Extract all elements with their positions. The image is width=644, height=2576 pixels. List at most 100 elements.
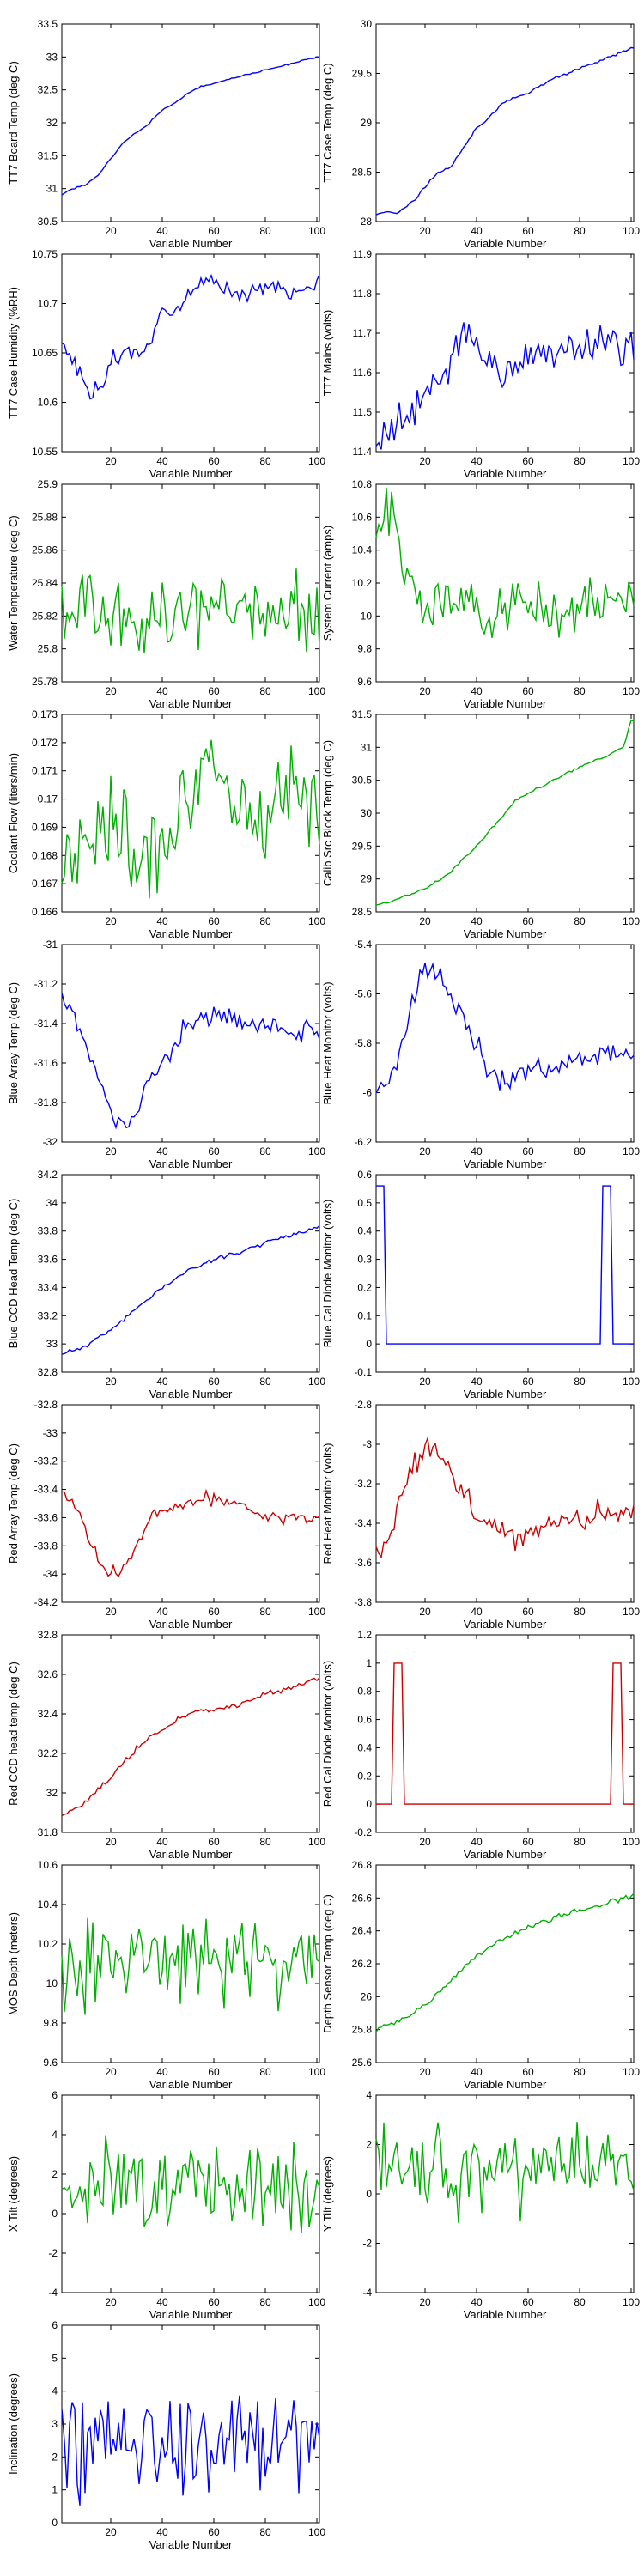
x-tick-label: 60 — [522, 1376, 534, 1388]
x-tick-label: 20 — [105, 1145, 117, 1157]
series-line — [375, 2122, 635, 2223]
chart-red-heat-monitor: -3.8 -3.6 -3.4 -3.2 -3 -2.8 20 40 60 80 100 Variabl… — [321, 1399, 640, 1631]
y-tick-label: 29.5 — [352, 68, 373, 80]
chart-coolant-flow: 0.166 0.167 0.168 0.169 0.17 0.171 0.172 0.173 2… — [7, 708, 325, 940]
y-tick-label: -4 — [362, 2287, 372, 2299]
y-tick-label: 0.167 — [32, 878, 58, 890]
x-axis-label: Variable Number — [149, 1388, 233, 1400]
plot-frame — [61, 1634, 320, 1833]
x-tick-label: 20 — [419, 225, 431, 237]
x-tick-label: 80 — [259, 685, 271, 697]
y-tick-label: 25.8 — [352, 2024, 373, 2036]
y-tick-label: -0.2 — [354, 1826, 372, 1838]
chart-tt7-case-temp: 28 28.5 29 29.5 30 20 40 60 80 100 Variable Number… — [321, 18, 640, 250]
chart-depth-sensor-temp: 25.6 25.8 26 26.2 26.4 26.6 26.8 20 40 60 80 100 Var… — [321, 1859, 640, 2091]
x-tick-label: 20 — [419, 2066, 431, 2078]
x-axis-label: Variable Number — [149, 2538, 233, 2551]
x-tick-label: 20 — [105, 455, 117, 467]
x-axis-label: Variable Number — [464, 2308, 547, 2321]
plot-frame — [61, 714, 320, 913]
x-tick-label: 80 — [259, 1606, 271, 1618]
y-tick-label: 4 — [52, 2129, 58, 2141]
y-tick-label: 25.8 — [38, 643, 58, 655]
y-tick-label: 32.5 — [38, 84, 58, 96]
y-axis-label: TT7 Case Humidity (%RH) — [7, 287, 20, 419]
x-tick-label: 100 — [308, 1836, 325, 1848]
y-tick-label: 33.4 — [38, 1281, 58, 1293]
y-tick-label: 0.1 — [357, 1309, 372, 1321]
x-axis-label: Variable Number — [149, 237, 233, 250]
x-tick-label: 100 — [623, 2296, 640, 2308]
x-tick-label: 20 — [419, 915, 431, 927]
y-tick-label: 0.173 — [32, 708, 58, 720]
y-tick-label: 2 — [52, 2451, 58, 2463]
y-tick-label: 28.5 — [352, 167, 373, 179]
y-tick-label: -4 — [48, 2287, 58, 2299]
x-tick-label: 60 — [522, 1836, 534, 1848]
y-tick-label: 10.6 — [352, 511, 373, 523]
y-tick-label: -6.2 — [354, 1136, 372, 1148]
x-tick-label: 80 — [259, 225, 271, 237]
x-tick-label: 80 — [259, 1836, 271, 1848]
x-tick-label: 40 — [156, 225, 168, 237]
y-tick-label: 29 — [361, 117, 373, 129]
series-line — [376, 1662, 634, 1805]
y-tick-label: 29.5 — [352, 840, 373, 852]
chart-blue-cal-diode-monitor: -0.1 0 0.1 0.2 0.3 0.4 0.5 0.6 20 40 60 80 100 Variab… — [321, 1169, 640, 1400]
y-tick-label: 6 — [52, 2319, 58, 2331]
y-axis-label: Red Cal Diode Monitor (volts) — [321, 1661, 334, 1807]
y-tick-label: 10 — [361, 610, 373, 622]
series-line — [61, 1917, 320, 2015]
plot-frame — [61, 483, 320, 683]
x-tick-label: 80 — [259, 2296, 271, 2308]
y-tick-label: 33.8 — [38, 1225, 58, 1237]
series-line — [375, 719, 635, 906]
y-tick-label: 30.5 — [38, 216, 58, 228]
y-tick-label: -33.6 — [34, 1511, 58, 1523]
y-tick-label: -2.8 — [354, 1399, 372, 1411]
y-tick-label: -32 — [43, 1136, 58, 1148]
y-tick-label: 1 — [366, 1657, 372, 1669]
chart-blue-array-temp: -32 -31.8 -31.6 -31.4 -31.2 -31 20 40 60 80 100 Var… — [7, 939, 325, 1170]
x-tick-label: 40 — [471, 1145, 483, 1157]
x-tick-label: 40 — [156, 915, 168, 927]
y-tick-label: 25.88 — [32, 511, 58, 523]
x-tick-label: 100 — [623, 1145, 640, 1157]
y-tick-label: 10.65 — [32, 347, 58, 359]
series-line — [376, 1185, 634, 1345]
x-tick-label: 60 — [522, 455, 534, 467]
x-tick-label: 40 — [156, 2296, 168, 2308]
x-tick-label: 40 — [471, 685, 483, 697]
y-tick-label: 31 — [46, 183, 58, 195]
x-tick-label: 20 — [105, 1376, 117, 1388]
y-tick-label: 6 — [52, 2089, 58, 2101]
y-tick-label: 25.82 — [32, 610, 58, 622]
x-tick-label: 80 — [574, 455, 586, 467]
y-axis-label: Blue Array Temp (deg C) — [7, 982, 20, 1104]
x-tick-label: 80 — [259, 455, 271, 467]
x-axis-label: Variable Number — [464, 697, 547, 710]
x-axis-label: Variable Number — [464, 1618, 547, 1631]
x-tick-label: 40 — [471, 915, 483, 927]
x-tick-label: 20 — [419, 1376, 431, 1388]
y-tick-label: 5 — [52, 2352, 58, 2364]
y-tick-label: 9.6 — [357, 676, 372, 688]
x-tick-label: 100 — [308, 1606, 325, 1618]
y-tick-label: 25.9 — [38, 478, 58, 490]
x-axis-label: Variable Number — [149, 2308, 233, 2321]
plot-frame — [375, 2094, 635, 2293]
y-tick-label: 10.6 — [38, 397, 58, 409]
x-tick-label: 100 — [623, 1836, 640, 1848]
x-tick-label: 100 — [308, 455, 325, 467]
plot-frame — [61, 944, 320, 1143]
y-tick-label: 31.5 — [352, 708, 373, 720]
y-tick-label: 0.4 — [357, 1741, 372, 1753]
y-tick-label: 11.7 — [353, 327, 373, 339]
y-axis-label: Calib Src Block Temp (deg C) — [321, 740, 334, 886]
y-tick-label: 28 — [361, 216, 373, 228]
y-tick-label: -31.8 — [34, 1097, 58, 1109]
y-tick-label: 2 — [366, 2139, 372, 2151]
y-tick-label: -5.8 — [354, 1037, 372, 1049]
series-line — [61, 273, 320, 400]
x-tick-label: 40 — [471, 455, 483, 467]
